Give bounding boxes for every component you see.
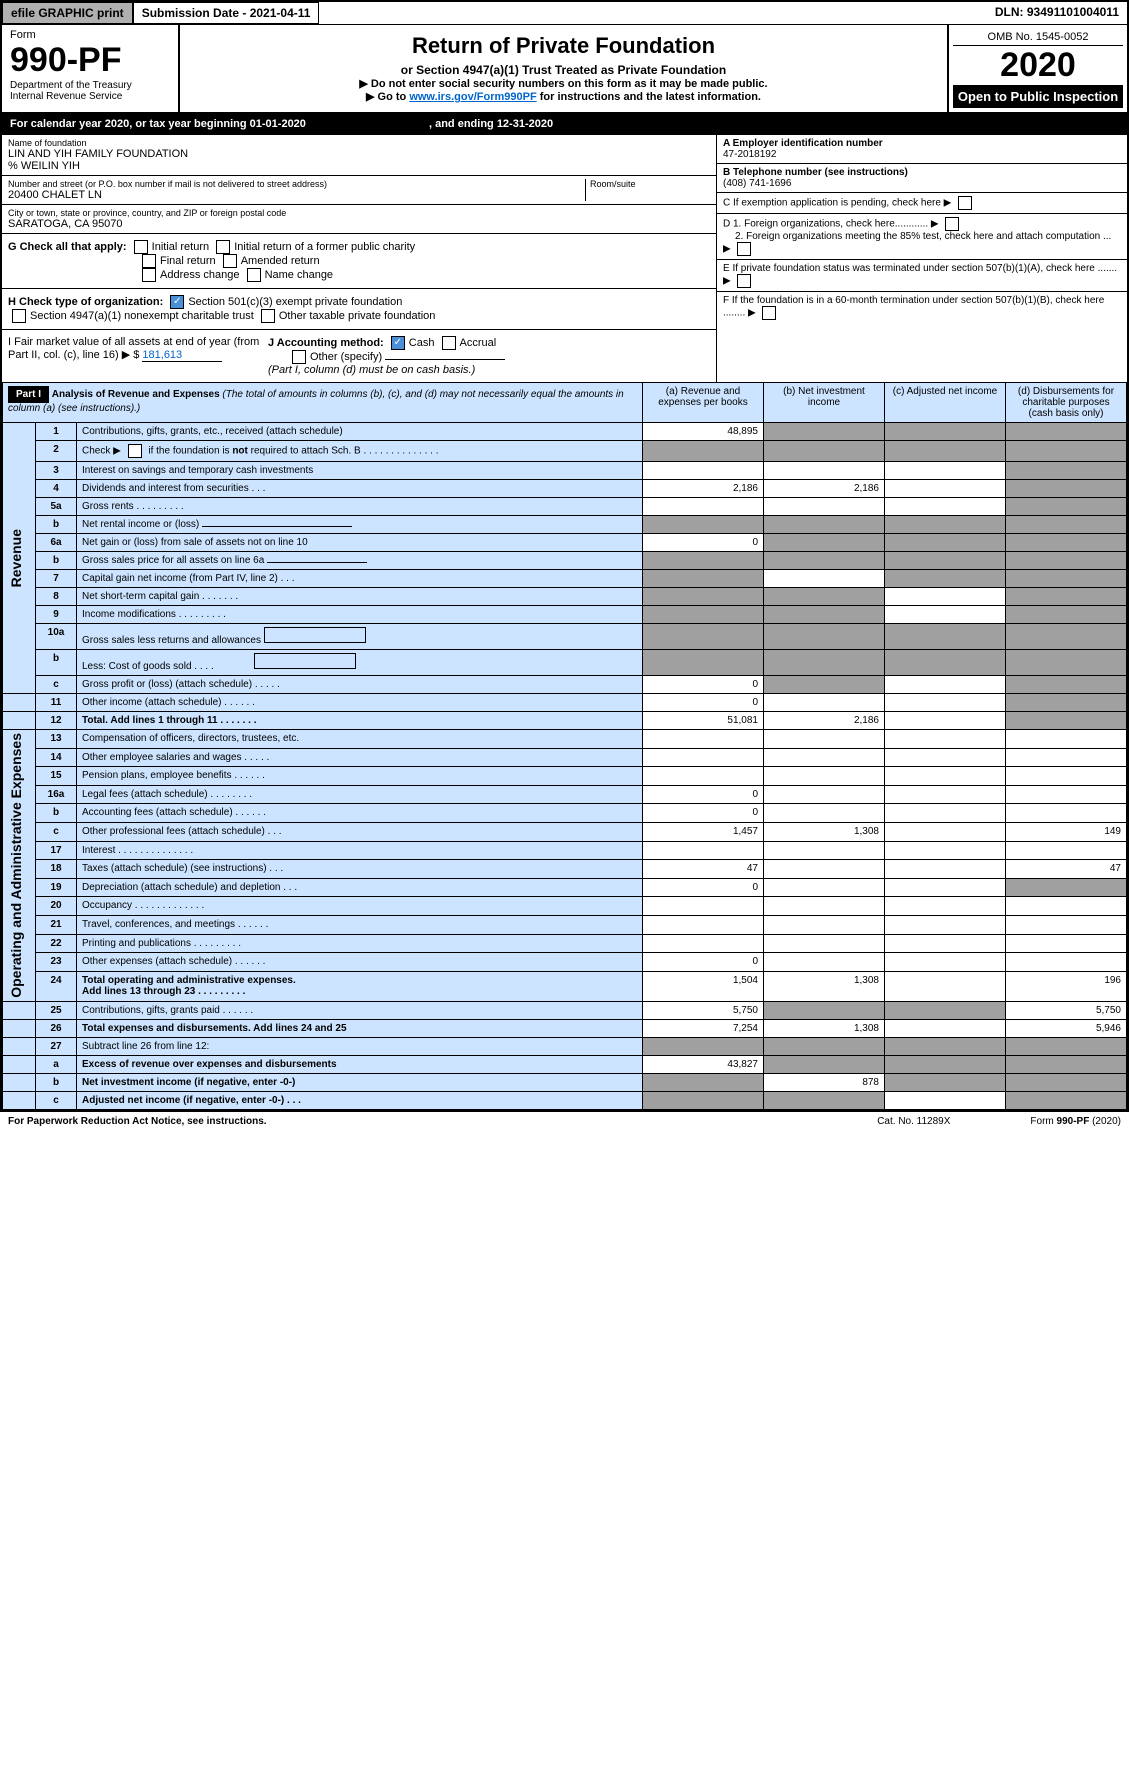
subtitle: or Section 4947(a)(1) Trust Treated as P… (188, 63, 939, 77)
instructions-link[interactable]: www.irs.gov/Form990PF (409, 91, 536, 103)
other-method-checkbox[interactable] (292, 350, 306, 364)
exemption-checkbox[interactable] (958, 196, 972, 210)
tax-year: 2020 (953, 46, 1123, 85)
col-d-header: (d) Disbursements for charitable purpose… (1006, 383, 1127, 423)
city-cell: City or town, state or province, country… (2, 205, 716, 234)
col-a-header: (a) Revenue and expenses per books (643, 383, 764, 423)
ij-row: I Fair market value of all assets at end… (2, 330, 716, 382)
name-change-checkbox[interactable] (247, 268, 261, 282)
cash-checkbox[interactable] (391, 336, 405, 350)
dln: DLN: 93491101004011 (987, 2, 1127, 24)
initial-public-checkbox[interactable] (216, 240, 230, 254)
info-right: A Employer identification number 47-2018… (716, 135, 1127, 382)
d-cell: D 1. Foreign organizations, check here..… (717, 214, 1127, 260)
terminated-checkbox[interactable] (737, 274, 751, 288)
amended-checkbox[interactable] (223, 254, 237, 268)
form-ref: Form 990-PF (2020) (1030, 1116, 1121, 1127)
expenses-side: Operating and Administrative Expenses (8, 733, 24, 998)
note2: ▶ Go to www.irs.gov/Form990PF for instru… (188, 90, 939, 103)
f-cell: F If the foundation is in a 60-month ter… (717, 292, 1127, 323)
header-left: Form 990-PF Department of the Treasury I… (2, 25, 180, 112)
header: Form 990-PF Department of the Treasury I… (2, 25, 1127, 114)
calendar-year-row: For calendar year 2020, or tax year begi… (2, 114, 1127, 135)
info-left: Name of foundation LIN AND YIH FAMILY FO… (2, 135, 716, 382)
accrual-checkbox[interactable] (442, 336, 456, 350)
title: Return of Private Foundation (188, 33, 939, 59)
note1: ▶ Do not enter social security numbers o… (188, 77, 939, 90)
cat-no: Cat. No. 11289X (877, 1116, 950, 1127)
60month-checkbox[interactable] (762, 306, 776, 320)
col-b-header: (b) Net investment income (764, 383, 885, 423)
phone-cell: B Telephone number (see instructions) (4… (717, 164, 1127, 193)
form-label: Form (10, 29, 170, 41)
4947-checkbox[interactable] (12, 309, 26, 323)
col-c-header: (c) Adjusted net income (885, 383, 1006, 423)
g-row: G Check all that apply: Initial return I… (2, 234, 716, 289)
footer: For Paperwork Reduction Act Notice, see … (0, 1112, 1129, 1131)
address-cell: Number and street (or P.O. box number if… (2, 176, 716, 205)
omb: OMB No. 1545-0052 (953, 29, 1123, 46)
h-row: H Check type of organization: Section 50… (2, 289, 716, 330)
efile-button[interactable]: efile GRAPHIC print (2, 2, 133, 24)
analysis-table: Part I Analysis of Revenue and Expenses … (2, 382, 1127, 1110)
info-section: Name of foundation LIN AND YIH FAMILY FO… (2, 135, 1127, 382)
irs: Internal Revenue Service (10, 91, 170, 102)
revenue-side: Revenue (8, 529, 24, 587)
ein-cell: A Employer identification number 47-2018… (717, 135, 1127, 164)
address-change-checkbox[interactable] (142, 268, 156, 282)
e-cell: E If private foundation status was termi… (717, 260, 1127, 292)
schb-checkbox[interactable] (128, 444, 142, 458)
501c3-checkbox[interactable] (170, 295, 184, 309)
paperwork-notice: For Paperwork Reduction Act Notice, see … (8, 1116, 267, 1127)
open-public: Open to Public Inspection (953, 85, 1123, 108)
c-cell: C If exemption application is pending, c… (717, 193, 1127, 214)
other-taxable-checkbox[interactable] (261, 309, 275, 323)
foreign-checkbox[interactable] (945, 217, 959, 231)
header-right: OMB No. 1545-0052 2020 Open to Public In… (947, 25, 1127, 112)
foreign85-checkbox[interactable] (737, 242, 751, 256)
fmv-value: 181,613 (142, 349, 222, 362)
foundation-name-cell: Name of foundation LIN AND YIH FAMILY FO… (2, 135, 716, 176)
dept: Department of the Treasury (10, 80, 170, 91)
submission-date: Submission Date - 2021-04-11 (133, 2, 320, 24)
initial-return-checkbox[interactable] (134, 240, 148, 254)
form-container: efile GRAPHIC print Submission Date - 20… (0, 0, 1129, 1112)
part1-label: Part I (8, 386, 49, 403)
final-return-checkbox[interactable] (142, 254, 156, 268)
header-center: Return of Private Foundation or Section … (180, 25, 947, 112)
form-number: 990-PF (10, 41, 170, 80)
top-bar: efile GRAPHIC print Submission Date - 20… (2, 2, 1127, 25)
